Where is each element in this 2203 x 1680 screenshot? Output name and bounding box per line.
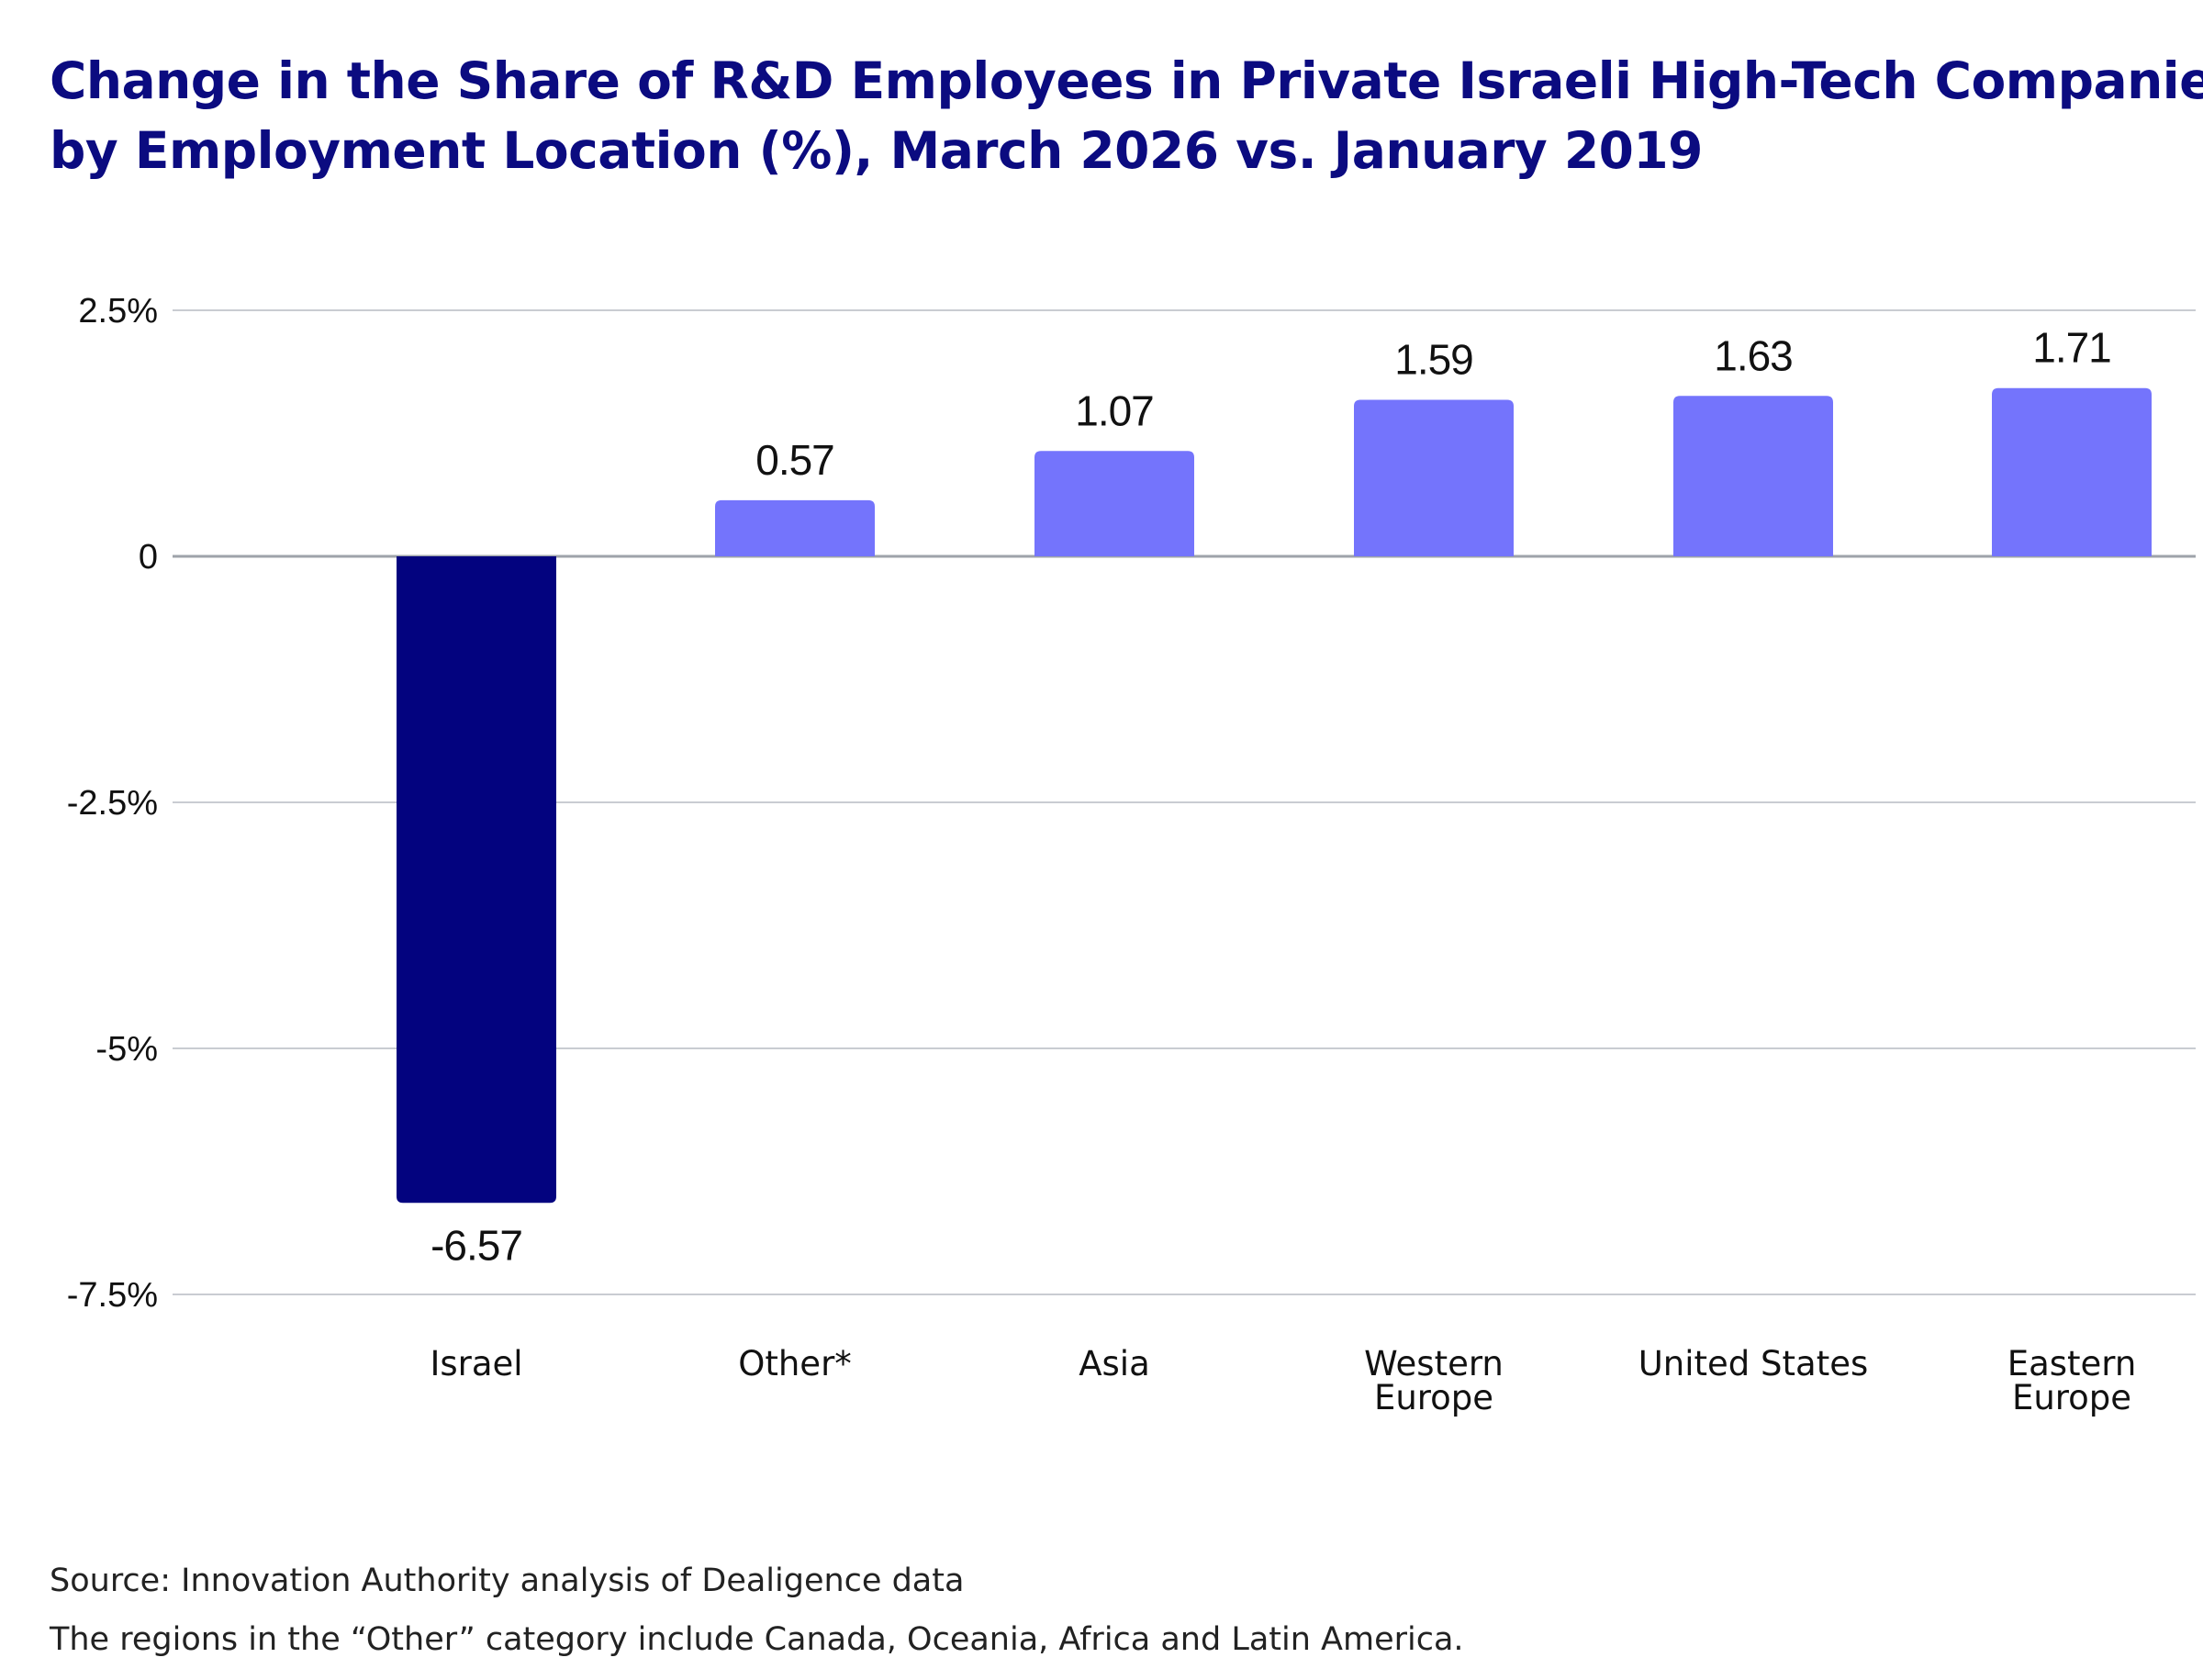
source-note: Source: Innovation Authority analysis of…	[50, 1562, 965, 1599]
other-category-note: The regions in the “Other” category incl…	[50, 1621, 1464, 1658]
data-label: 1.71	[2032, 324, 2111, 372]
bar	[1992, 387, 2152, 556]
chart-title-line-1: Change in the Share of R&D Employees in …	[50, 51, 2203, 110]
y-tick-label: 2.5%	[78, 292, 158, 330]
x-tick-label: United States	[1638, 1344, 1869, 1383]
x-tick-label: Other*	[738, 1344, 852, 1383]
data-label: 1.59	[1394, 336, 1473, 384]
data-label: 0.57	[755, 436, 834, 484]
x-tick-label: Israel	[430, 1344, 522, 1383]
x-tick-label: Eastern	[2007, 1344, 2137, 1383]
bar	[1354, 399, 1514, 556]
x-tick-label: Europe	[2012, 1378, 2131, 1417]
x-tick-label: Asia	[1079, 1344, 1150, 1383]
data-label: -6.57	[431, 1221, 522, 1269]
data-label: 1.07	[1075, 386, 1154, 434]
y-tick-label: -5%	[95, 1030, 158, 1069]
data-label: 1.63	[1714, 331, 1793, 379]
bar	[715, 499, 875, 556]
y-tick-label: 0	[139, 538, 158, 577]
bar	[397, 556, 556, 1204]
chart-title: Change in the Share of R&D Employees in …	[50, 46, 2203, 185]
bar	[1034, 451, 1194, 556]
y-tick-label: -7.5%	[67, 1276, 158, 1315]
chart-title-line-2: by Employment Location (%), March 2026 v…	[50, 121, 1703, 180]
x-tick-label: Europe	[1374, 1378, 1493, 1417]
chart-footer: Source: Innovation Authority analysis of…	[50, 1551, 1464, 1669]
bar-chart: 2.5% 0 -2.5% -5% -7.5% -6.57 Israel 0.57 Other* 1…	[67, 292, 2196, 1417]
x-tick-label: Western	[1364, 1344, 1504, 1383]
y-tick-label: -2.5%	[67, 784, 158, 823]
bar	[1673, 396, 1833, 556]
